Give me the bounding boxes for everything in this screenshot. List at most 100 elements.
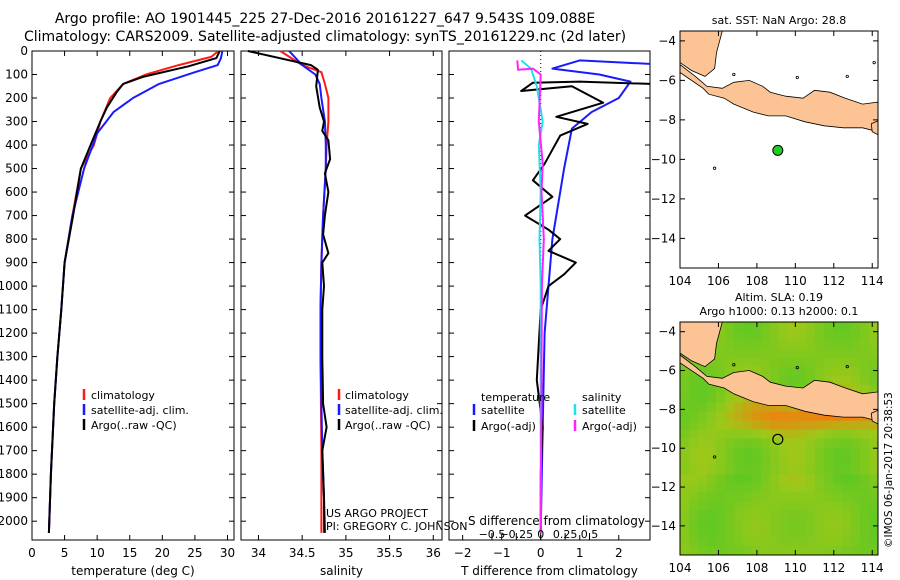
sla-heatmap-cell bbox=[806, 501, 816, 511]
sla-heatmap-cell bbox=[725, 447, 735, 457]
sla-heatmap-cell bbox=[725, 546, 735, 556]
sla-heatmap-cell bbox=[725, 528, 735, 538]
sla-heatmap-cell bbox=[734, 429, 744, 439]
sla-heatmap-cell bbox=[725, 483, 735, 493]
sla-heatmap-cell bbox=[851, 438, 861, 448]
sla-heatmap-cell bbox=[797, 519, 807, 529]
difference-t-tick-label: 1 bbox=[576, 546, 584, 560]
sla-heatmap-cell bbox=[833, 474, 843, 484]
sla-heatmap-cell bbox=[869, 492, 879, 502]
temperature-x-tick-label: 20 bbox=[155, 546, 170, 560]
sla-heatmap-cell bbox=[788, 465, 798, 475]
sla-heatmap-cell bbox=[797, 537, 807, 547]
sla-heatmap-cell bbox=[806, 348, 816, 359]
sla-heatmap-cell bbox=[770, 322, 780, 332]
sla-heatmap-cell bbox=[680, 384, 690, 395]
sla-heatmap-cell bbox=[734, 348, 744, 359]
difference-legend-salinity-title: salinity bbox=[582, 391, 622, 404]
sla-heatmap-cell bbox=[770, 348, 780, 359]
sla-heatmap-cell bbox=[797, 366, 807, 377]
sla-heatmap-cell bbox=[842, 465, 852, 475]
sla-heatmap-cell bbox=[770, 528, 780, 538]
sla-heatmap-cell bbox=[725, 366, 735, 377]
sla-heatmap-cell bbox=[797, 501, 807, 511]
sla-heatmap-cell bbox=[770, 474, 780, 484]
difference-s-tick-label: 0.5 bbox=[581, 528, 599, 541]
sla-heatmap-cell bbox=[815, 546, 825, 556]
salinity-axis-label: salinity bbox=[320, 564, 363, 578]
sla-heatmap-cell bbox=[680, 411, 690, 422]
sla-heatmap-cell bbox=[761, 474, 771, 484]
sla-heatmap-cell bbox=[815, 510, 825, 520]
sla-heatmap-cell bbox=[779, 510, 789, 520]
sla-heatmap-cell bbox=[770, 546, 780, 556]
sla-heatmap-cell bbox=[752, 420, 762, 431]
sla-heatmap-cell bbox=[752, 456, 762, 466]
sla-map-island bbox=[795, 366, 799, 370]
sla-heatmap-cell bbox=[869, 322, 879, 332]
sla-heatmap-cell bbox=[824, 519, 834, 529]
sla-heatmap-cell bbox=[869, 384, 879, 395]
sla-heatmap-cell bbox=[698, 375, 708, 386]
sla-heatmap-cell bbox=[806, 456, 816, 466]
sst-map-lon-label: 112 bbox=[822, 274, 845, 288]
sla-heatmap-cell bbox=[851, 528, 861, 538]
sla-heatmap-cell bbox=[716, 474, 726, 484]
temperature-legend-label: climatology bbox=[91, 389, 155, 402]
sla-heatmap-cell bbox=[869, 501, 879, 511]
sla-heatmap-cell bbox=[815, 322, 825, 332]
sla-heatmap-cell bbox=[815, 357, 825, 368]
sla-heatmap-cell bbox=[761, 510, 771, 520]
sla-heatmap-cell bbox=[833, 456, 843, 466]
sla-heatmap-cell bbox=[689, 447, 699, 457]
sla-heatmap-cell bbox=[842, 438, 852, 448]
sla-heatmap-cell bbox=[689, 465, 699, 475]
sla-heatmap-cell bbox=[779, 537, 789, 547]
sst-map-lat-label: −14 bbox=[651, 231, 676, 245]
sla-heatmap-cell bbox=[806, 474, 816, 484]
sla-heatmap-cell bbox=[680, 519, 690, 529]
project-credit: US ARGO PROJECT bbox=[326, 507, 428, 520]
sla-heatmap-cell bbox=[761, 456, 771, 466]
sla-heatmap-cell bbox=[869, 483, 879, 493]
sla-heatmap-cell bbox=[797, 474, 807, 484]
sla-heatmap-cell bbox=[734, 322, 744, 332]
sla-heatmap-cell bbox=[752, 501, 762, 511]
sla-heatmap-cell bbox=[770, 330, 780, 341]
sla-map-island bbox=[845, 365, 849, 369]
sla-heatmap-cell bbox=[806, 429, 816, 439]
salinity-x-tick-label: 36 bbox=[426, 546, 441, 560]
sla-heatmap-cell bbox=[815, 537, 825, 547]
sla-heatmap-cell bbox=[743, 519, 753, 529]
depth-tick-label: 1200 bbox=[0, 326, 28, 340]
sla-heatmap-cell bbox=[707, 474, 717, 484]
sla-heatmap-cell bbox=[824, 348, 834, 359]
sla-heatmap-cell bbox=[752, 465, 762, 475]
difference-t-tick-label: −2 bbox=[454, 546, 472, 560]
sla-heatmap-cell bbox=[833, 322, 843, 332]
sla-heatmap-cell bbox=[788, 483, 798, 493]
sla-heatmap-cell bbox=[860, 339, 870, 350]
sla-heatmap-cell bbox=[761, 447, 771, 457]
sla-heatmap-cell bbox=[698, 429, 708, 439]
sla-heatmap-cell bbox=[806, 411, 816, 422]
sla-heatmap-cell bbox=[815, 420, 825, 431]
figure-title-line-1: Argo profile: AO 1901445_225 27-Dec-2016… bbox=[54, 11, 596, 27]
sla-heatmap-cell bbox=[761, 492, 771, 502]
sla-heatmap-cell bbox=[797, 447, 807, 457]
sla-heatmap-cell bbox=[707, 357, 717, 368]
sla-heatmap-cell bbox=[833, 483, 843, 493]
sla-heatmap-cell bbox=[761, 528, 771, 538]
sla-heatmap-cell bbox=[833, 438, 843, 448]
sla-heatmap-cell bbox=[833, 510, 843, 520]
sla-heatmap-cell bbox=[815, 339, 825, 350]
sla-heatmap-cell bbox=[743, 348, 753, 359]
sla-heatmap-cell bbox=[815, 528, 825, 538]
sla-heatmap-cell bbox=[725, 465, 735, 475]
sla-heatmap-cell bbox=[806, 339, 816, 350]
sla-heatmap-cell bbox=[842, 528, 852, 538]
sla-heatmap-cell bbox=[689, 438, 699, 448]
sla-heatmap-cell bbox=[860, 546, 870, 556]
sla-heatmap-cell bbox=[707, 492, 717, 502]
sla-heatmap-cell bbox=[779, 483, 789, 493]
